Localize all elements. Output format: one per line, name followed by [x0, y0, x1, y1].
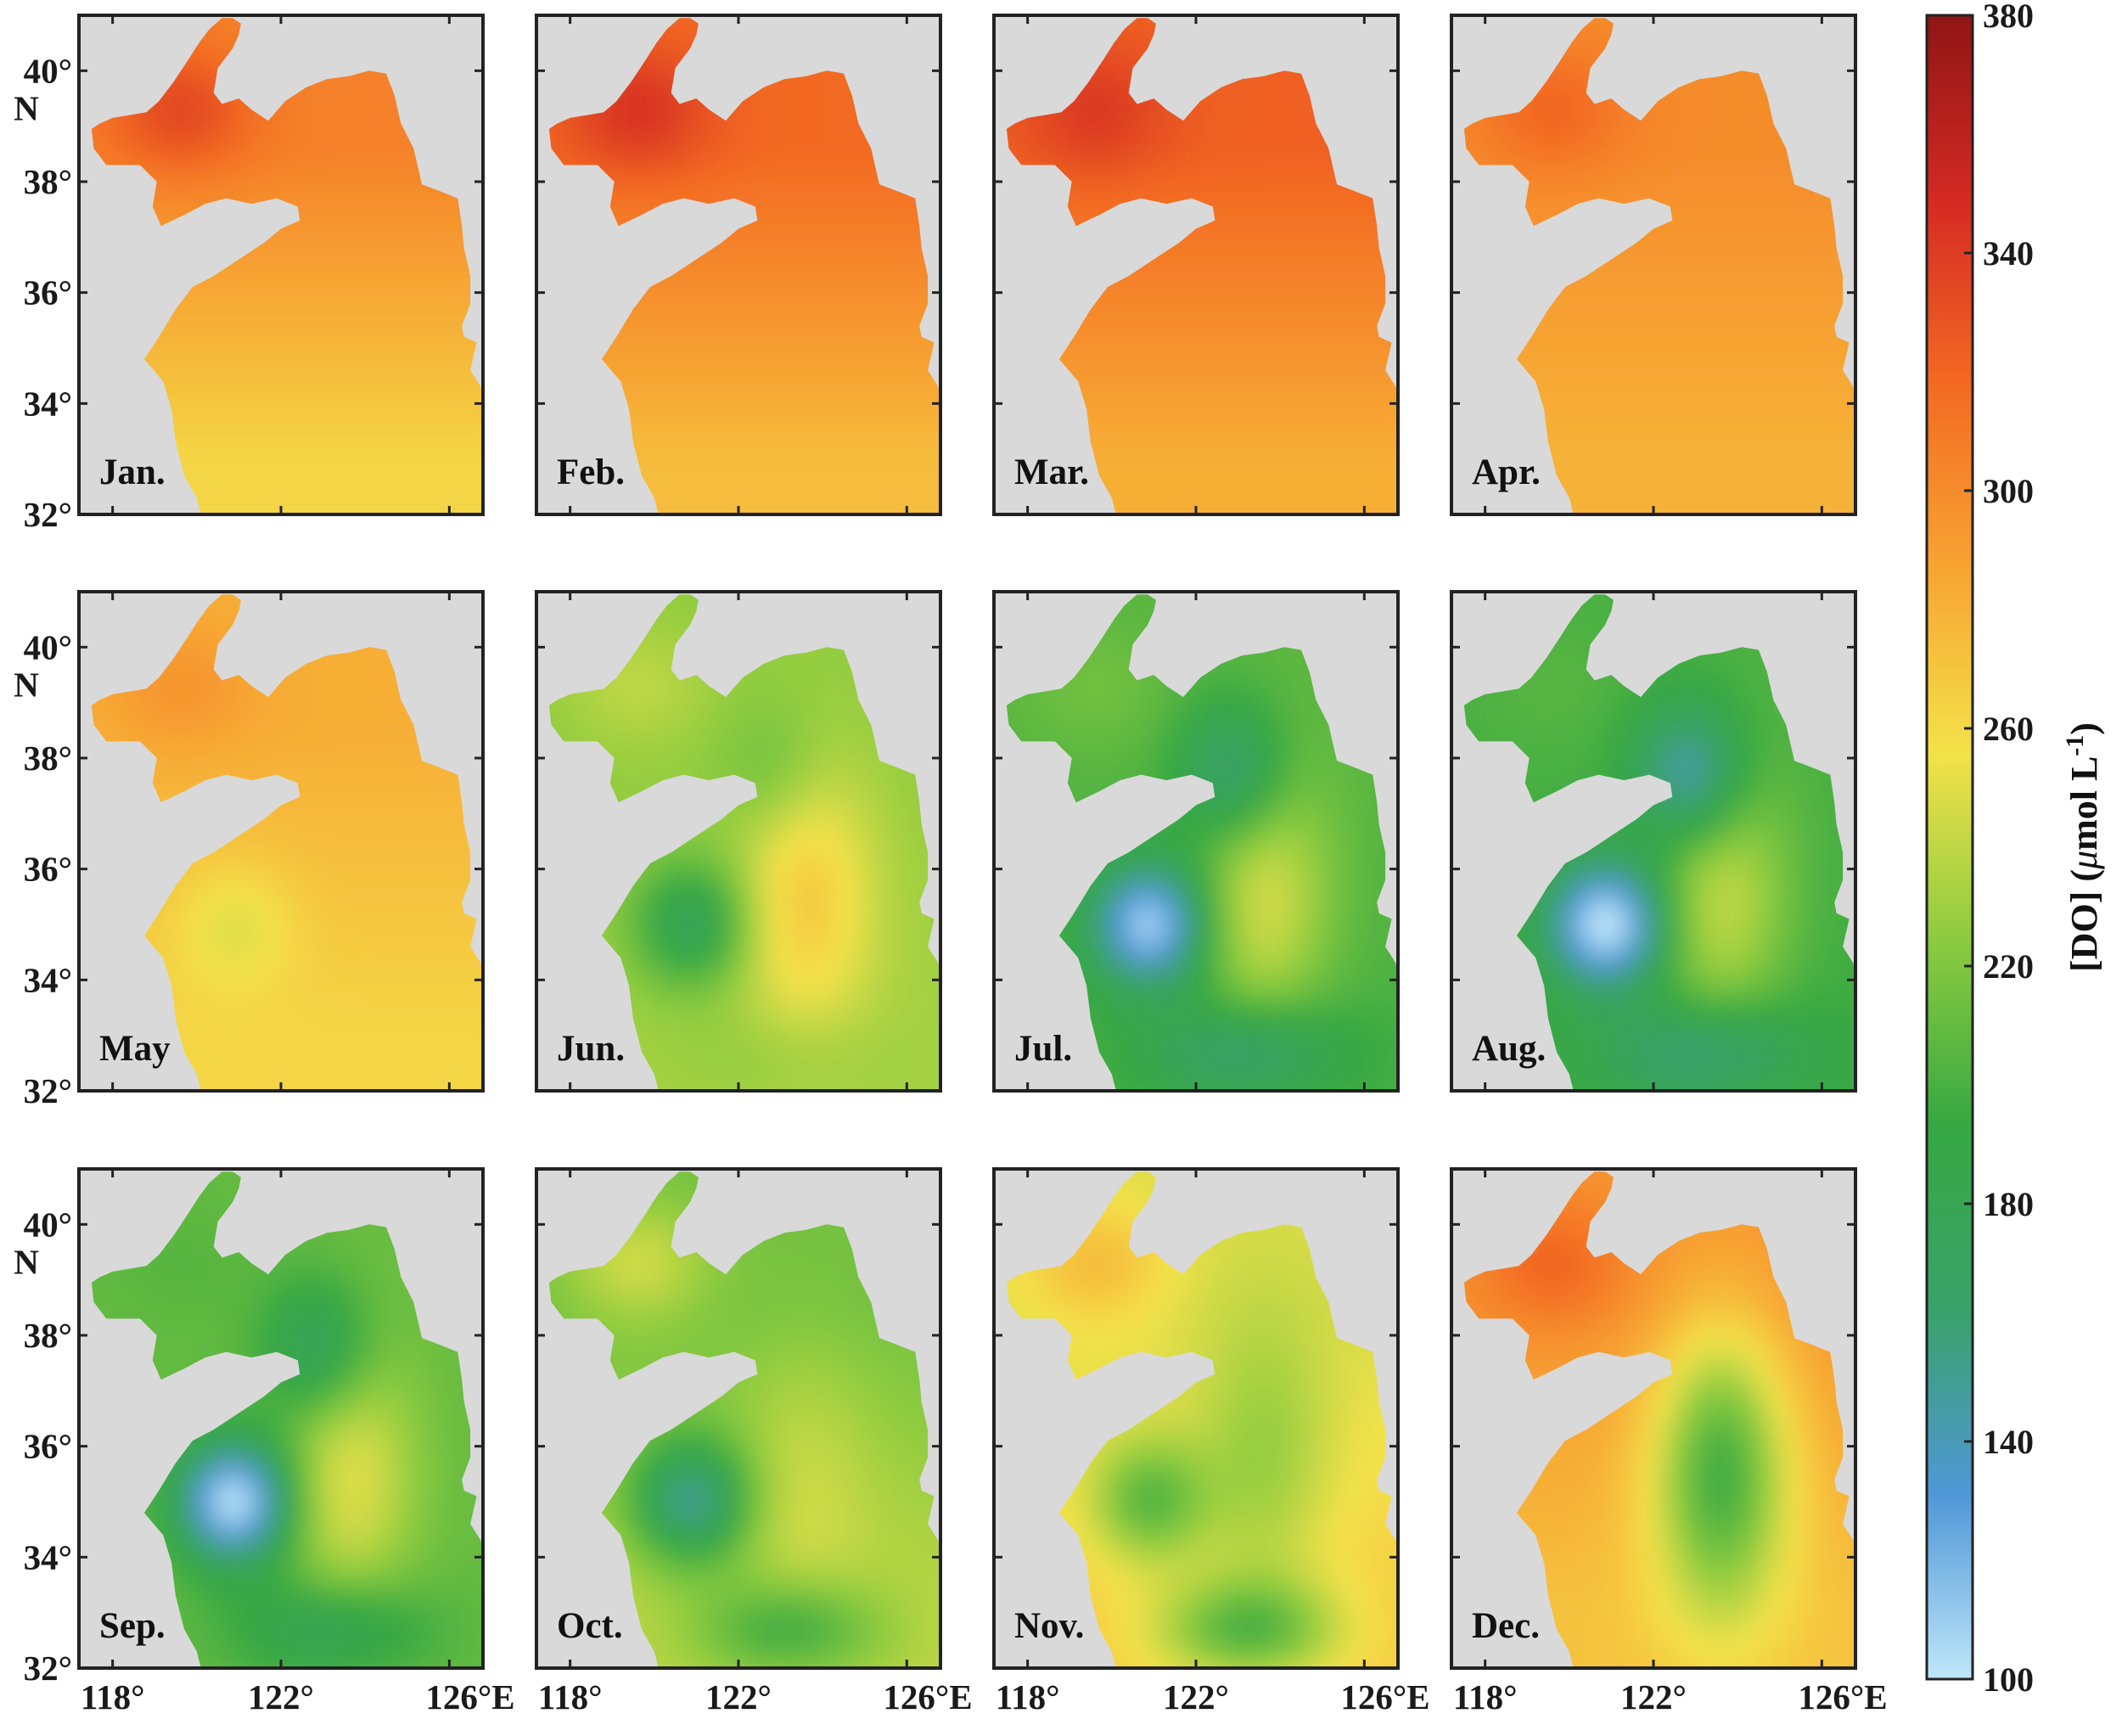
month-label: Aug.	[1472, 1029, 1546, 1069]
colorbar-tick-label: 220	[1983, 947, 2034, 986]
y-tick-label: 40°	[24, 627, 72, 666]
y-tick-label: 32°	[24, 1071, 72, 1110]
colorbar-tick-label: 380	[1983, 0, 2034, 35]
colorbar-title: [DO] (μmol L-1)	[2061, 722, 2105, 972]
month-label: Jan.	[99, 452, 166, 492]
y-tick-label: 38°	[24, 1316, 72, 1355]
panel-jun: Jun.	[535, 590, 942, 1093]
y-tick-label: 34°	[24, 960, 72, 999]
x-tick-label: 126°E	[425, 1677, 514, 1716]
y-tick-label: 38°	[24, 739, 72, 778]
month-label: Mar.	[1014, 452, 1089, 492]
y-tick-label: 32°	[24, 495, 72, 534]
x-tick-label: 126°E	[883, 1677, 972, 1716]
y-tick-label: 40°	[24, 1205, 72, 1244]
y-axis-n-label: N	[14, 665, 39, 704]
month-label: May	[99, 1029, 171, 1069]
axis-tick-labels: 32°34°36°38°40°N32°34°36°38°40°N32°34°36…	[14, 51, 1887, 1716]
colorbar: 100 140 180 220 260 300 340 380 [DO] (μmol L-1)	[1925, 0, 2105, 1699]
y-tick-label: 32°	[24, 1649, 72, 1688]
month-label: Jun.	[557, 1029, 625, 1069]
y-tick-label: 38°	[24, 162, 72, 201]
y-tick-label: 34°	[24, 1537, 72, 1576]
panel-oct: Oct.	[535, 1167, 942, 1670]
x-tick-label: 122°	[1620, 1677, 1687, 1716]
colorbar-tick-label: 260	[1983, 710, 2034, 748]
x-tick-label: 122°	[248, 1677, 314, 1716]
colorbar-tick-label: 100	[1983, 1660, 2034, 1699]
month-label: Jul.	[1014, 1029, 1072, 1069]
y-tick-label: 36°	[24, 273, 72, 312]
y-tick-label: 36°	[24, 1427, 72, 1466]
y-tick-label: 36°	[24, 850, 72, 889]
panel-feb: Feb.	[535, 14, 942, 516]
x-tick-label: 118°	[1453, 1677, 1518, 1716]
x-tick-label: 126°E	[1340, 1677, 1429, 1716]
month-label: Nov.	[1014, 1606, 1084, 1646]
colorbar-gradient	[1925, 14, 1974, 1681]
x-tick-label: 122°	[705, 1677, 772, 1716]
panel-aug: Aug.	[1450, 590, 1857, 1093]
month-label: Dec.	[1472, 1606, 1540, 1646]
panel-grid: Jan. Feb. Mar. Apr. May Jun. Jul. Aug. Sep. Oct. N…	[77, 14, 1857, 1670]
panel-dec: Dec.	[1450, 1167, 1857, 1670]
panel-jan: Jan.	[77, 14, 485, 516]
x-tick-label: 122°	[1163, 1677, 1229, 1716]
panel-apr: Apr.	[1450, 14, 1857, 516]
month-label: Apr.	[1472, 452, 1541, 492]
colorbar-tick-label: 340	[1983, 234, 2034, 272]
colorbar-tick-label: 180	[1983, 1185, 2034, 1223]
colorbar-tick-label: 140	[1983, 1423, 2034, 1461]
y-tick-label: 34°	[24, 384, 72, 423]
panel-jul: Jul.	[992, 590, 1400, 1093]
panel-may: May	[77, 590, 485, 1093]
x-tick-label: 118°	[81, 1677, 145, 1716]
month-label: Sep.	[99, 1606, 166, 1646]
month-label: Oct.	[557, 1606, 623, 1646]
x-tick-label: 118°	[538, 1677, 603, 1716]
panel-mar: Mar.	[992, 14, 1400, 516]
month-label: Feb.	[557, 452, 625, 492]
y-axis-n-label: N	[14, 88, 39, 127]
y-tick-label: 40°	[24, 51, 72, 90]
x-tick-label: 118°	[996, 1677, 1060, 1716]
x-tick-label: 126°E	[1798, 1677, 1887, 1716]
panel-nov: Nov.	[992, 1167, 1400, 1670]
colorbar-tick-label: 300	[1983, 472, 2034, 510]
y-axis-n-label: N	[14, 1242, 39, 1281]
panel-sep: Sep.	[77, 1167, 485, 1670]
